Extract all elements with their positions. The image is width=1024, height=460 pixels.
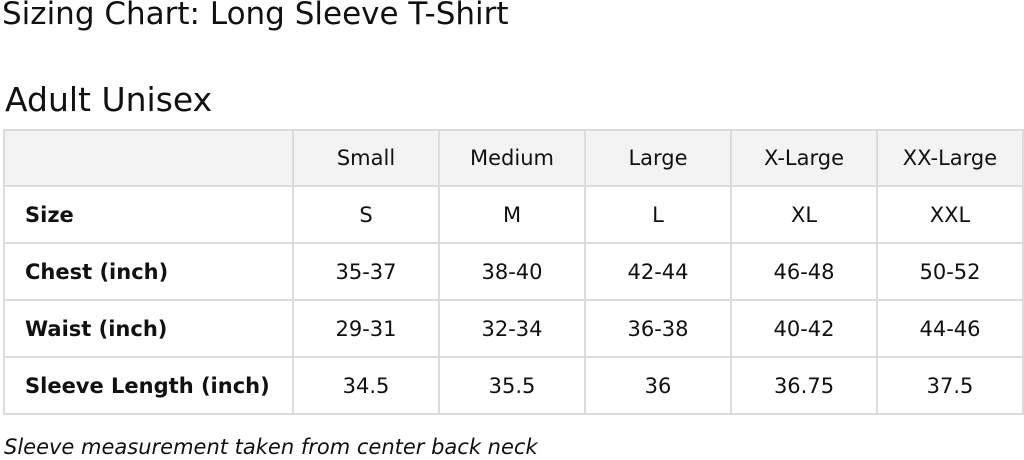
table-cell: 38-40 [438, 242, 586, 301]
table-row: Sleeve Length (inch) 34.5 35.5 36 36.75 37.5 [3, 356, 1024, 415]
header-cell [3, 129, 294, 187]
table-cell: 36.75 [730, 356, 878, 415]
table-cell: S [292, 185, 440, 244]
table-cell: XL [730, 185, 878, 244]
header-cell: Medium [438, 129, 586, 187]
header-row: Small Medium Large X-Large XX-Large [3, 129, 1024, 187]
table-cell: L [584, 185, 732, 244]
footnote: Sleeve measurement taken from center bac… [4, 435, 538, 459]
table-cell: 44-46 [876, 299, 1024, 358]
table-cell: XXL [876, 185, 1024, 244]
section-title: Adult Unisex [5, 80, 213, 119]
row-label: Sleeve Length (inch) [3, 356, 294, 415]
table-row: Size S M L XL XXL [3, 185, 1024, 244]
table-cell: 42-44 [584, 242, 732, 301]
sizing-table: Small Medium Large X-Large XX-Large Size… [3, 129, 1024, 415]
table-cell: 34.5 [292, 356, 440, 415]
table-cell: 46-48 [730, 242, 878, 301]
table-cell: 35.5 [438, 356, 586, 415]
table-cell: 29-31 [292, 299, 440, 358]
row-label: Size [3, 185, 294, 244]
table-cell: 35-37 [292, 242, 440, 301]
table-cell: 36 [584, 356, 732, 415]
table-cell: 40-42 [730, 299, 878, 358]
table-row: Chest (inch) 35-37 38-40 42-44 46-48 50-52 [3, 242, 1024, 301]
row-label: Waist (inch) [3, 299, 294, 358]
table-cell: M [438, 185, 586, 244]
table-cell: 50-52 [876, 242, 1024, 301]
header-cell: Large [584, 129, 732, 187]
header-cell: X-Large [730, 129, 878, 187]
table-cell: 32-34 [438, 299, 586, 358]
header-cell: XX-Large [876, 129, 1024, 187]
table-cell: 37.5 [876, 356, 1024, 415]
header-cell: Small [292, 129, 440, 187]
row-label: Chest (inch) [3, 242, 294, 301]
page-title: Sizing Chart: Long Sleeve T-Shirt [2, 0, 509, 32]
table-cell: 36-38 [584, 299, 732, 358]
table-row: Waist (inch) 29-31 32-34 36-38 40-42 44-46 [3, 299, 1024, 358]
